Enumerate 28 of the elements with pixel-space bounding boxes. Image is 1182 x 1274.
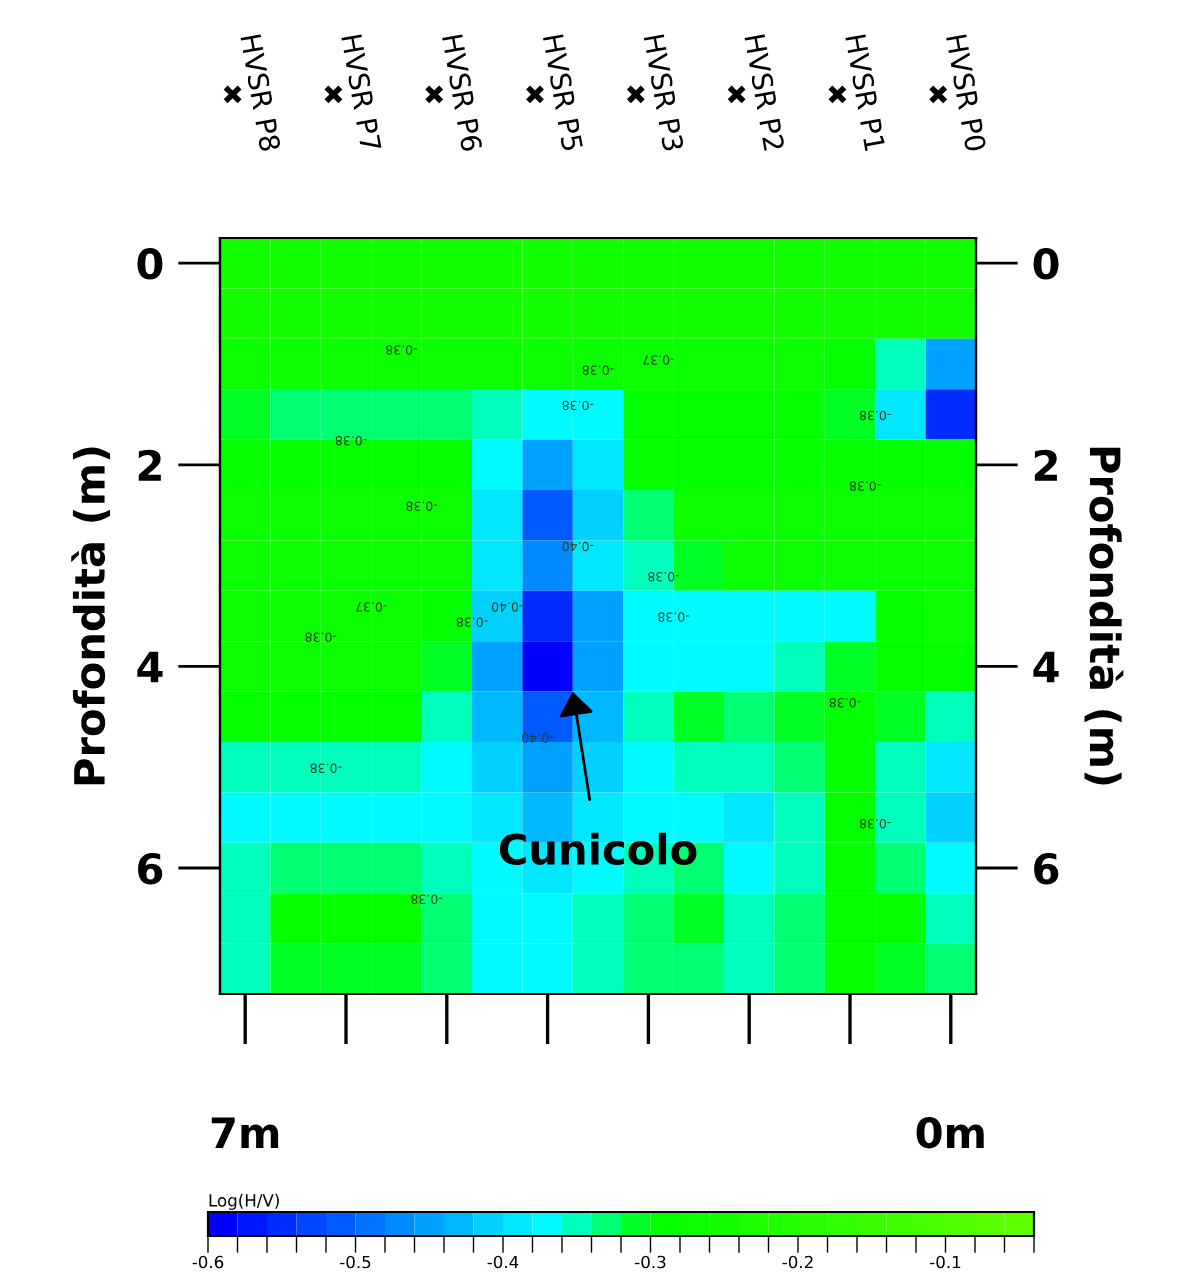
text: HVSR P8 <box>240 34 281 152</box>
text: HVSR P1 <box>845 34 886 152</box>
y-tick-label: 6 <box>138 852 163 885</box>
text: HVSR P0 <box>945 34 987 152</box>
y2-tick-label: 6 <box>1034 852 1059 885</box>
color-bar-label: -0.5 <box>340 1255 371 1269</box>
y2-tick-label: 4 <box>1033 651 1059 683</box>
annotation: Cunicolo <box>499 832 697 865</box>
color-bar-label: -0.1 <box>930 1255 961 1269</box>
text: HVSR P7 <box>341 34 382 152</box>
color-bar-title: Log(H/V) <box>209 1193 279 1210</box>
color-bar-label: -0.2 <box>782 1255 813 1269</box>
x-tick-label: 0m <box>916 1116 984 1149</box>
y-tick-label: 4 <box>137 651 163 683</box>
y2-tick-label: 2 <box>1034 449 1057 481</box>
color-bar-label: -0.6 <box>192 1255 224 1269</box>
color-bar-label: -0.4 <box>487 1255 519 1269</box>
text: HVSR P5 <box>542 34 584 152</box>
y-tick-label: 0 <box>137 248 163 280</box>
y-tick-label: 2 <box>138 449 161 481</box>
text: HVSR P6 <box>441 34 483 152</box>
x-tick-label: 7m <box>211 1117 279 1148</box>
text: HVSR P2 <box>744 34 785 151</box>
y-axis-title: Profondità (m) <box>71 447 111 785</box>
text: HVSR P3 <box>643 34 685 152</box>
y2-axis-title: Profondità (m) <box>1084 447 1124 785</box>
y2-tick-label: 0 <box>1033 248 1059 280</box>
color-bar-label: -0.3 <box>635 1255 666 1269</box>
